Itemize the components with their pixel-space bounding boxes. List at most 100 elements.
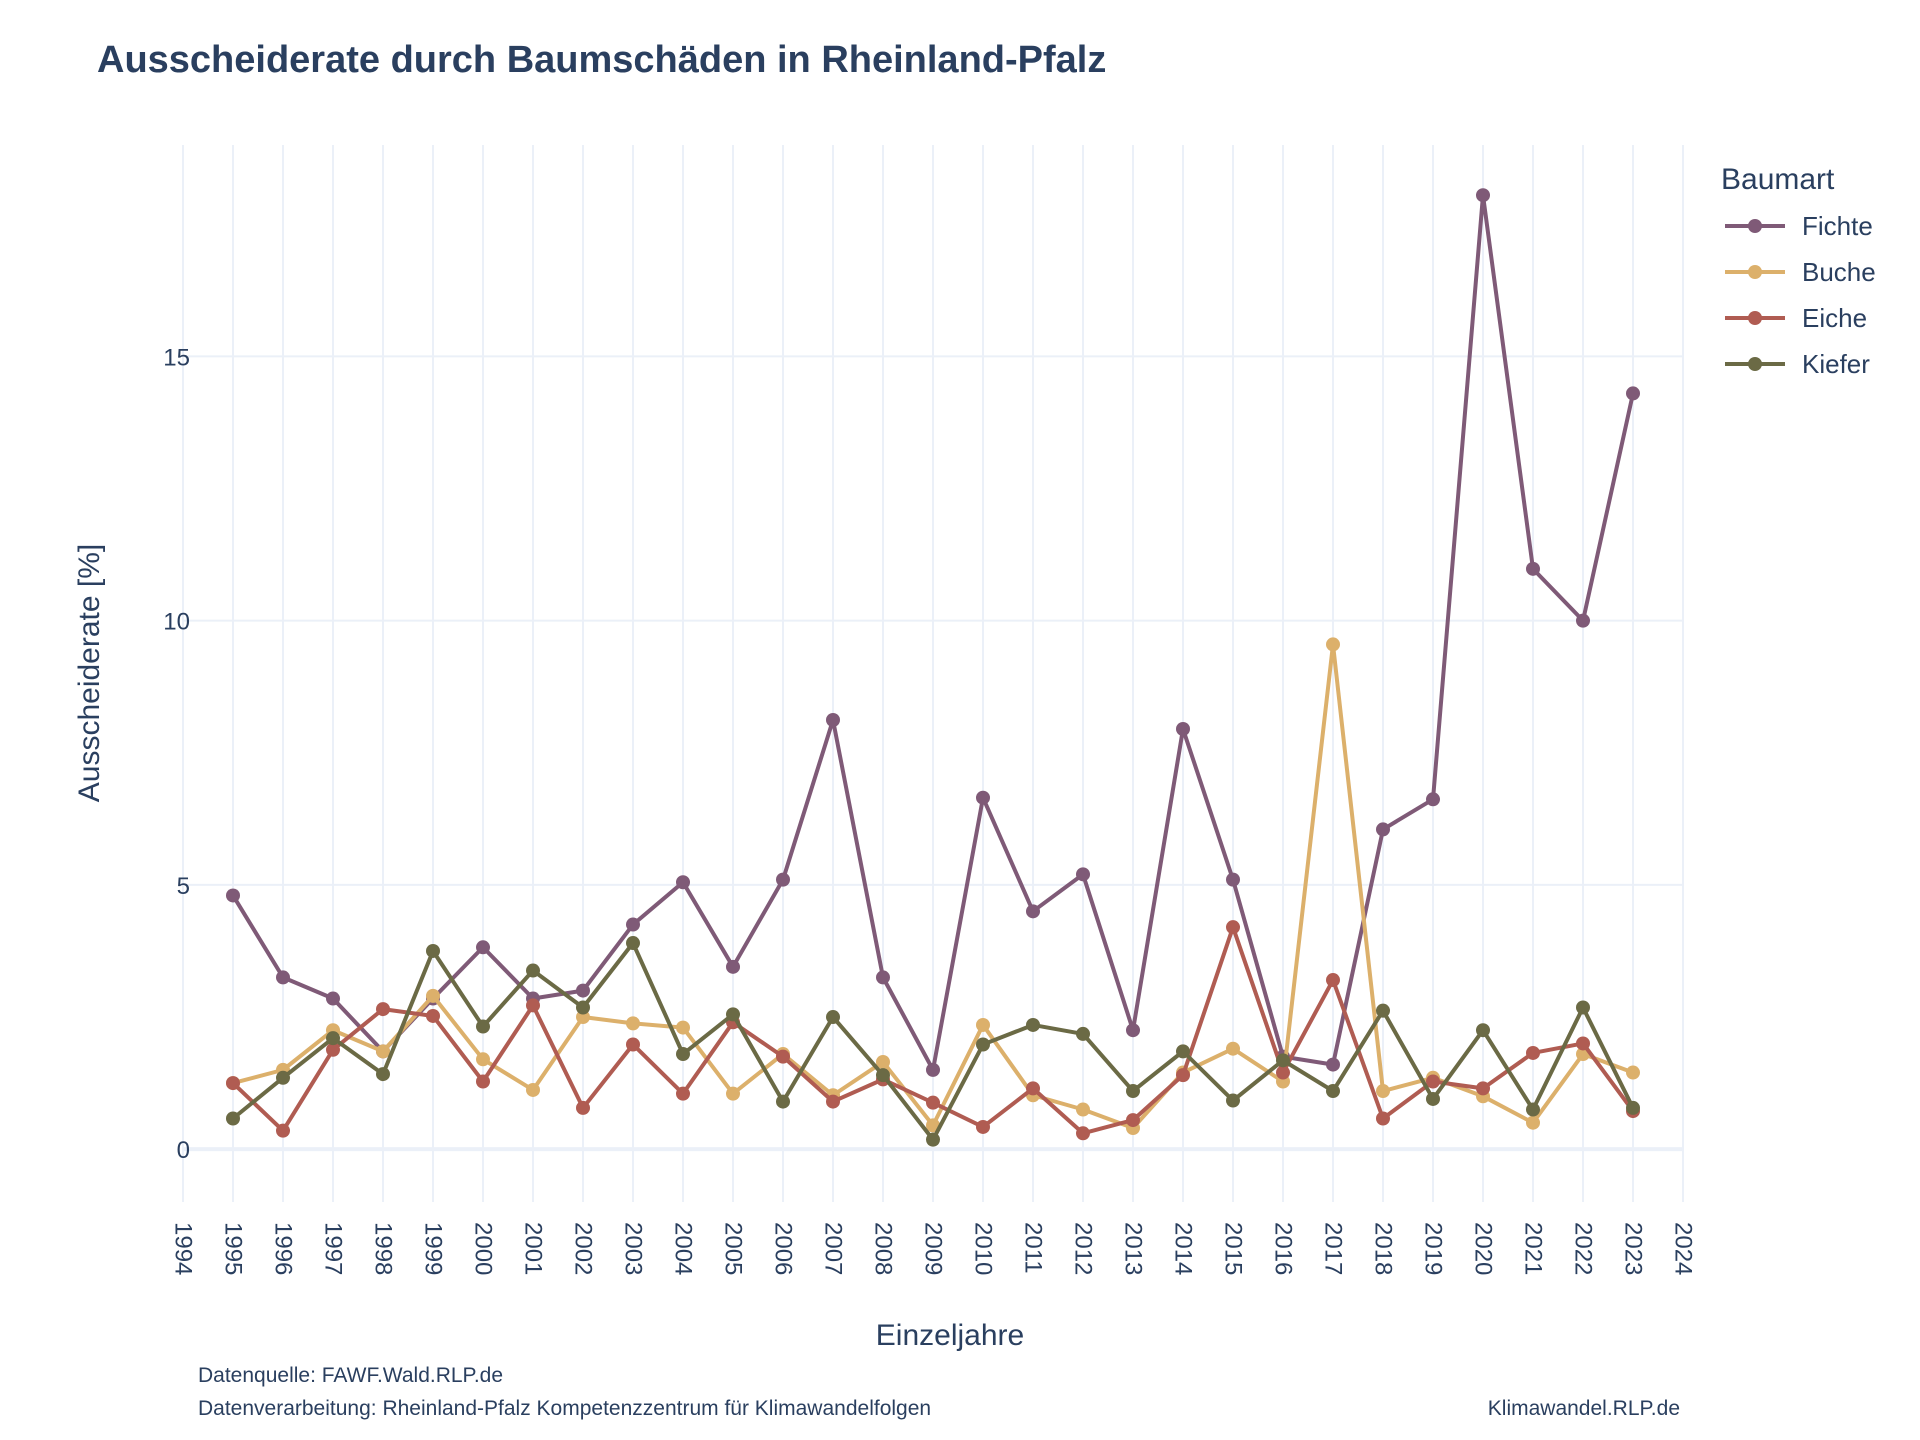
data-point	[1176, 721, 1190, 736]
data-point	[326, 991, 340, 1006]
data-point	[476, 1052, 490, 1067]
series-kiefer	[226, 936, 1640, 1147]
x-tick-label: 2001	[520, 1222, 547, 1275]
data-point	[1026, 904, 1040, 919]
data-point	[426, 943, 440, 958]
data-point	[276, 1070, 290, 1085]
legend-swatch-marker	[1748, 311, 1762, 325]
data-point	[926, 1095, 940, 1110]
data-point	[826, 1010, 840, 1025]
data-point	[1076, 1026, 1090, 1041]
data-point	[1476, 1023, 1490, 1038]
data-point	[676, 1047, 690, 1062]
x-tick-label: 2000	[470, 1222, 497, 1275]
brand-note: Klimawandel.RLP.de	[1488, 1397, 1680, 1420]
data-point	[976, 1017, 990, 1032]
x-tick-label: 2021	[1520, 1222, 1547, 1275]
data-point	[876, 970, 890, 985]
data-source-note: Datenquelle: FAWF.Wald.RLP.de	[198, 1364, 503, 1387]
x-tick-label: 1997	[320, 1222, 347, 1275]
data-point	[576, 983, 590, 998]
data-point	[1476, 1081, 1490, 1096]
x-tick-label: 2017	[1320, 1222, 1347, 1275]
data-point	[326, 1031, 340, 1046]
data-point	[1226, 1093, 1240, 1108]
series-group	[226, 188, 1640, 1147]
data-point	[1126, 1023, 1140, 1038]
x-tick-label: 1994	[170, 1222, 197, 1275]
series-eiche	[226, 920, 1640, 1141]
x-tick-label: 2018	[1370, 1222, 1397, 1275]
x-tick-label: 2002	[570, 1222, 597, 1275]
data-point	[1426, 1074, 1440, 1089]
x-axis-ticks: 1994 1995 1996 1997 1998 1999 2000 2001 2002 2003…	[170, 1222, 1697, 1275]
data-point	[1076, 1102, 1090, 1117]
y-tick-label: 15	[163, 344, 190, 371]
data-point	[876, 1054, 890, 1069]
legend-item-fichte[interactable]: Fichte	[1725, 211, 1873, 241]
data-point	[476, 940, 490, 955]
y-axis-title: Ausscheiderate [%]	[73, 544, 106, 802]
legend-item-kiefer[interactable]: Kiefer	[1725, 349, 1870, 379]
legend-label: Buche	[1802, 257, 1876, 287]
data-point	[526, 1082, 540, 1097]
data-point	[926, 1132, 940, 1147]
data-point	[1026, 1017, 1040, 1032]
data-point	[626, 1037, 640, 1052]
data-point	[1526, 1115, 1540, 1130]
data-point	[376, 1002, 390, 1017]
data-point	[626, 1016, 640, 1031]
x-tick-label: 2013	[1120, 1222, 1147, 1275]
x-tick-label: 2019	[1420, 1222, 1447, 1275]
data-point	[476, 1019, 490, 1034]
data-point	[376, 1067, 390, 1082]
data-point	[1526, 561, 1540, 576]
data-point	[1126, 1113, 1140, 1128]
legend-label: Kiefer	[1802, 349, 1870, 379]
data-point	[1576, 1000, 1590, 1015]
x-tick-label: 1996	[270, 1222, 297, 1275]
data-point	[1626, 386, 1640, 401]
data-point	[226, 1076, 240, 1091]
x-tick-label: 2011	[1020, 1222, 1047, 1274]
data-point	[476, 1074, 490, 1089]
legend-item-eiche[interactable]: Eiche	[1725, 303, 1867, 333]
data-point	[426, 1008, 440, 1023]
data-point	[976, 1119, 990, 1134]
data-point	[926, 1062, 940, 1077]
data-point	[1426, 792, 1440, 807]
data-point	[1126, 1084, 1140, 1099]
data-point	[676, 875, 690, 890]
data-point	[1226, 1041, 1240, 1056]
data-point	[1326, 637, 1340, 652]
data-point	[1426, 1091, 1440, 1106]
x-tick-label: 2005	[720, 1222, 747, 1275]
x-tick-label: 2015	[1220, 1222, 1247, 1275]
x-tick-label: 1998	[370, 1222, 397, 1275]
data-point	[1326, 1057, 1340, 1072]
legend-swatch-marker	[1748, 219, 1762, 233]
data-point	[576, 1100, 590, 1115]
series-fichte	[226, 188, 1640, 1077]
chart-title: Ausscheiderate durch Baumschäden in Rhei…	[97, 39, 1106, 81]
data-point	[1026, 1081, 1040, 1096]
legend-item-buche[interactable]: Buche	[1725, 257, 1876, 287]
data-point	[976, 790, 990, 805]
data-point	[526, 998, 540, 1013]
x-tick-label: 2014	[1170, 1222, 1197, 1275]
legend-swatch-marker	[1748, 265, 1762, 279]
data-point	[1276, 1065, 1290, 1080]
legend-label: Fichte	[1802, 211, 1873, 241]
data-point	[326, 1042, 340, 1057]
data-point	[1326, 973, 1340, 988]
data-point	[726, 1007, 740, 1022]
data-point	[726, 1086, 740, 1101]
data-point	[1526, 1102, 1540, 1117]
x-tick-label: 2003	[620, 1222, 647, 1275]
data-point	[726, 959, 740, 974]
data-point	[1576, 1036, 1590, 1051]
y-axis-ticks: 0 5 10 15	[163, 344, 190, 1164]
data-point	[1376, 1111, 1390, 1126]
legend-swatch-marker	[1748, 357, 1762, 371]
